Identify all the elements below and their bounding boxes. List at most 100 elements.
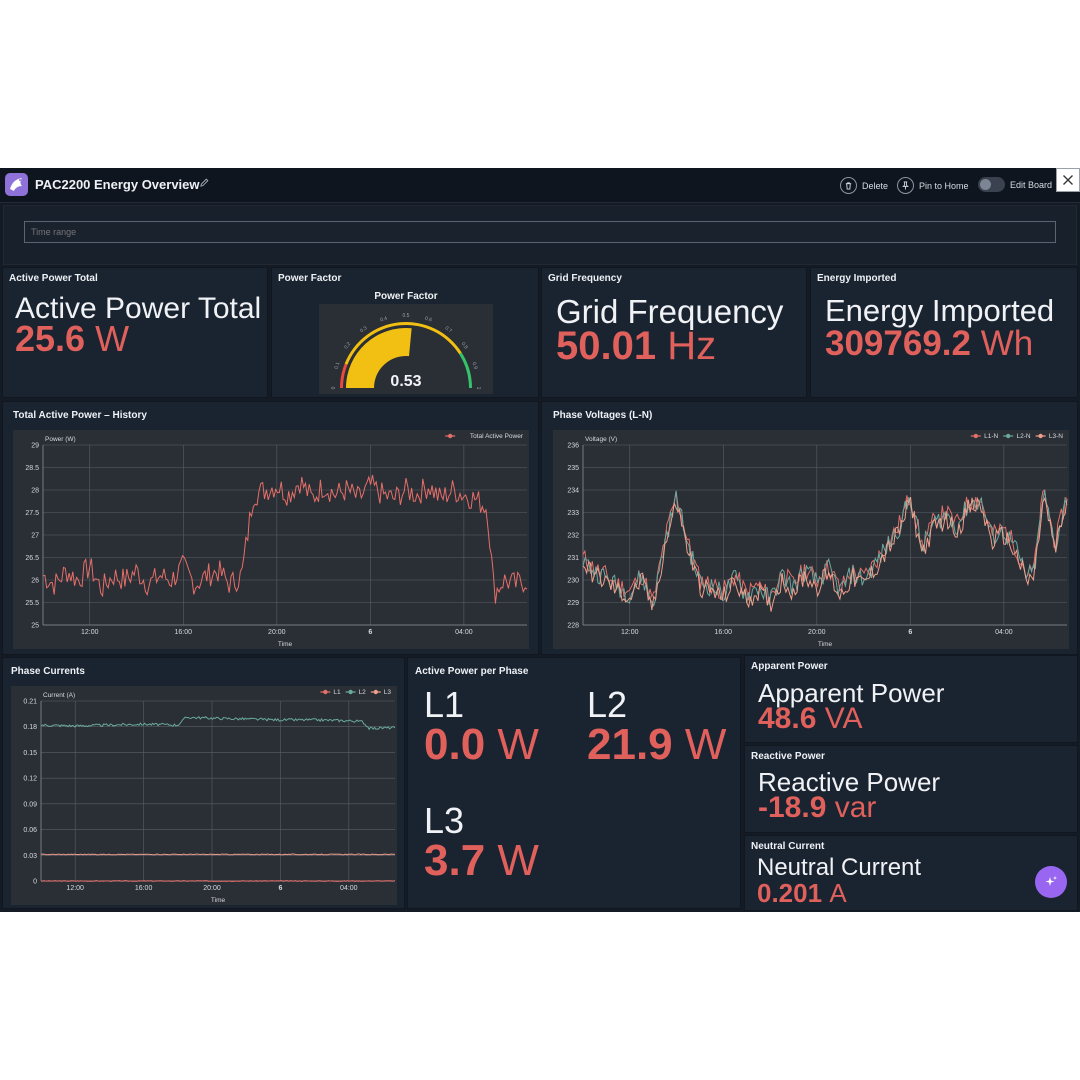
pin-icon <box>897 177 914 194</box>
legend-marker <box>373 689 378 695</box>
reactive-power-panel: Reactive Power Reactive Power -18.9 var <box>744 745 1078 833</box>
y-tick-label: 0.15 <box>23 750 37 757</box>
x-tick-label: 16:00 <box>135 885 153 892</box>
y-tick-label: 228 <box>567 623 579 630</box>
y-tick-label: 26 <box>31 578 39 585</box>
y-tick-label: 236 <box>567 443 579 450</box>
legend-label: L1-N <box>984 433 998 440</box>
y-tick-label: 230 <box>567 578 579 585</box>
y-tick-label: 233 <box>567 510 579 517</box>
phase-currents-panel: Phase Currents 0 0.03 0.06 0.09 0.12 0.15 0.18… <box>2 657 405 909</box>
legend-label: L2-N <box>1017 433 1031 440</box>
gauge-tick-label: 0.6 <box>424 316 433 324</box>
stat-value: 50.01 Hz <box>556 324 716 369</box>
stat-number: 48.6 <box>758 702 817 735</box>
stat-unit: Hz <box>667 324 717 368</box>
phase-l3-value: 3.7 W <box>424 836 539 886</box>
y-tick-label: 25 <box>31 623 39 630</box>
panel-title: Neutral Current <box>751 841 825 852</box>
gauge-tick-label: 0.2 <box>343 341 352 350</box>
stat-number: -18.9 <box>758 791 827 824</box>
ai-assistant-button[interactable] <box>1035 866 1067 898</box>
stat-number: 25.6 <box>15 318 86 359</box>
legend-label: L3-N <box>1049 433 1063 440</box>
pin-label: Pin to Home <box>919 180 969 191</box>
stat-number: 0.201 <box>757 878 823 908</box>
y-tick-label: 229 <box>567 600 579 607</box>
stat-number: 21.9 <box>587 720 673 769</box>
edit-board-label: Edit Board <box>1010 179 1053 190</box>
edit-board-toggle[interactable]: Edit Board <box>978 177 1052 192</box>
legend-marker <box>1006 433 1011 439</box>
delete-label: Delete <box>862 180 889 191</box>
edit-title-pencil-icon[interactable] <box>200 178 209 187</box>
stat-value: 309769.2 Wh <box>825 324 1033 364</box>
x-tick-label: 6 <box>908 629 912 636</box>
gauge-threshold-high <box>459 352 472 388</box>
stat-label: Active Power Total <box>15 292 262 325</box>
y-tick-label: 232 <box>567 533 579 540</box>
sparkle-icon <box>1045 876 1057 886</box>
x-axis-title: Time <box>211 897 226 904</box>
panel-title: Grid Frequency <box>548 273 622 284</box>
close-icon <box>1063 175 1073 185</box>
plot-area <box>41 701 395 881</box>
series-line-l3 <box>40 853 396 856</box>
close-button[interactable] <box>1056 168 1080 192</box>
stat-unit: W <box>497 836 539 885</box>
y-tick-label: 234 <box>567 488 579 495</box>
grid-frequency-panel: Grid Frequency Grid Frequency 50.01 Hz <box>541 267 807 398</box>
legend-marker <box>973 433 978 439</box>
y-tick-label: 26.5 <box>25 555 39 562</box>
panel-title: Power Factor <box>278 273 342 284</box>
gauge-tick-label: 0.4 <box>380 316 389 324</box>
phase-l2-label: L2 <box>587 684 628 725</box>
legend-label: Total Active Power <box>470 433 524 440</box>
time-range-input[interactable] <box>24 221 1056 243</box>
legend-marker <box>348 689 353 695</box>
y-tick-label: 0.21 <box>23 699 37 706</box>
pin-to-home-button[interactable]: Pin to Home <box>897 177 969 194</box>
delete-button[interactable]: Delete <box>840 177 888 194</box>
stat-number: 50.01 <box>556 324 657 368</box>
gauge-tick-label: 0.5 <box>403 313 410 319</box>
board-title: PAC2200 Energy Overview <box>35 177 200 192</box>
series-line-l3-n <box>582 496 1068 612</box>
phase-voltages-panel: Phase Voltages (L-N) 228 229 230 231 232 233 2… <box>541 401 1078 655</box>
x-tick-label: 20:00 <box>203 885 221 892</box>
y-tick-label: 0 <box>33 879 37 886</box>
stat-value: 25.6 W <box>15 318 129 360</box>
stat-unit: A <box>829 878 847 908</box>
energy-imported-panel: Energy Imported Energy Imported 309769.2… <box>810 267 1078 398</box>
edit-board-switch[interactable] <box>978 177 1005 192</box>
y-tick-label: 0.03 <box>23 853 37 860</box>
phase-l3-label: L3 <box>424 800 465 841</box>
active-power-total-panel: Active Power Total Active Power Total 25… <box>2 267 268 398</box>
power-history-chart: 25 25.5 26 26.5 27 27.5 28 28.5 29 12:00 16:00 20:0… <box>13 430 529 649</box>
gauge-tick-label: 0.8 <box>460 341 469 350</box>
stat-label: Neutral Current <box>757 854 922 881</box>
neutral-current-panel: Neutral Current Neutral Current 0.201 A <box>744 835 1078 911</box>
x-tick-label: 12:00 <box>66 885 84 892</box>
stat-label: Reactive Power <box>758 767 941 797</box>
stat-value: 0.201 A <box>757 878 847 909</box>
series-line-total-active-power <box>42 474 528 604</box>
legend-marker <box>1038 433 1043 439</box>
y-tick-label: 25.5 <box>25 600 39 607</box>
panel-title: Phase Currents <box>11 666 85 677</box>
phase-voltages-chart: 228 229 230 231 232 233 234 235 236 12:00 16:00 20:… <box>553 430 1069 649</box>
y-tick-label: 0.12 <box>23 776 37 783</box>
stat-unit: W <box>95 318 130 359</box>
x-axis-title: Time <box>818 641 833 648</box>
trash-icon <box>840 177 857 194</box>
x-tick-label: 12:00 <box>81 629 99 636</box>
legend-label: L3 <box>384 689 392 696</box>
panel-title: Apparent Power <box>751 661 828 672</box>
gauge-threshold-mid <box>344 322 462 365</box>
x-tick-label: 04:00 <box>995 629 1013 636</box>
power-factor-gauge: 0 0.1 0.2 0.3 0.4 0.5 0.6 0.7 0.8 0.9 1 0.53 <box>319 304 493 394</box>
x-tick-label: 20:00 <box>268 629 286 636</box>
stat-label: Energy Imported <box>825 293 1055 328</box>
legend-marker <box>323 689 328 695</box>
y-tick-label: 235 <box>567 465 579 472</box>
